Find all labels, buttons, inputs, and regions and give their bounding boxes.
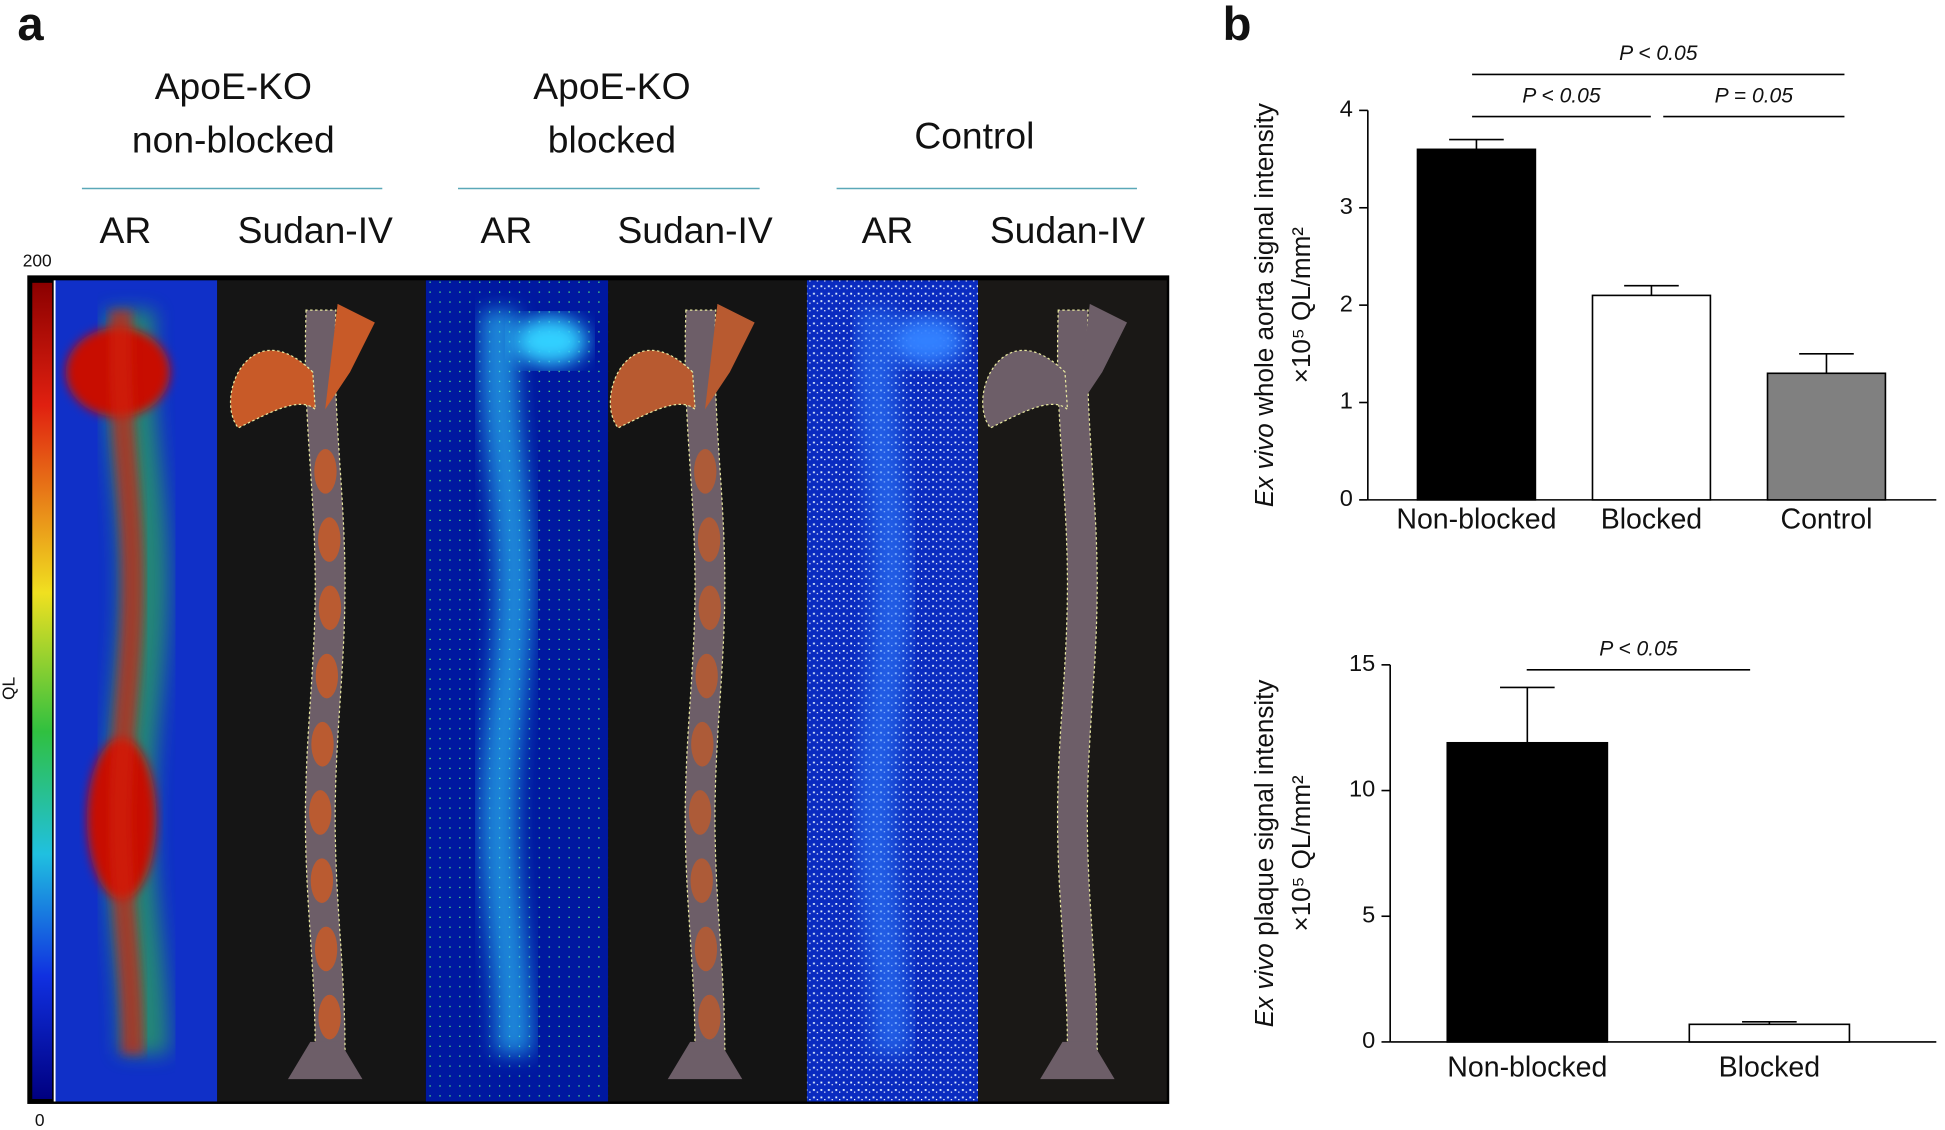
y-axis-label-italic: Ex vivo bbox=[1249, 423, 1279, 507]
x-tick-label: Blocked bbox=[1719, 1052, 1820, 1084]
plaque bbox=[310, 858, 334, 904]
y-tick-label: 0 bbox=[1340, 485, 1353, 511]
plaque bbox=[695, 653, 718, 699]
bar bbox=[1688, 1023, 1851, 1043]
colorbar-min: 0 bbox=[35, 1110, 45, 1130]
column-label: AR bbox=[481, 209, 533, 251]
y-tick-label: 3 bbox=[1340, 193, 1353, 219]
aorta-foot bbox=[287, 1041, 363, 1080]
y-axis-label-italic: Ex vivo bbox=[1249, 943, 1279, 1027]
column-label: Sudan-IV bbox=[238, 209, 393, 251]
y-axis-unit: ×10⁵ QL/mm² bbox=[1286, 775, 1316, 932]
bar bbox=[1416, 148, 1537, 501]
panel-label: a bbox=[17, 0, 44, 50]
y-axis-unit: ×10⁵ QL/mm² bbox=[1286, 227, 1316, 384]
plaque bbox=[314, 449, 337, 494]
plaque bbox=[318, 585, 342, 631]
colorbar-max: 200 bbox=[23, 250, 52, 270]
y-tick-label: 15 bbox=[1349, 650, 1375, 676]
plaque bbox=[318, 517, 341, 562]
signal-core bbox=[109, 310, 144, 1055]
aorta-branch bbox=[325, 303, 375, 410]
y-tick-label: 2 bbox=[1340, 290, 1353, 316]
x-tick-label: Control bbox=[1780, 504, 1872, 536]
column-label: AR bbox=[862, 209, 914, 251]
group-title: ApoE-KO bbox=[533, 65, 690, 107]
plaque bbox=[698, 994, 721, 1040]
significance-label: P < 0.05 bbox=[1522, 84, 1601, 107]
signal-glow bbox=[480, 310, 533, 1055]
column-label: Sudan-IV bbox=[990, 209, 1145, 251]
plaque bbox=[690, 858, 713, 904]
y-tick-label: 1 bbox=[1340, 388, 1353, 414]
colorbar bbox=[32, 282, 53, 1099]
plaque bbox=[697, 517, 721, 562]
group-title: Control bbox=[914, 115, 1034, 157]
significance-label: P < 0.05 bbox=[1619, 42, 1698, 65]
aorta-arch bbox=[609, 349, 696, 429]
y-tick-label: 5 bbox=[1362, 901, 1375, 927]
bar bbox=[1446, 741, 1609, 1043]
group-title: ApoE-KO bbox=[155, 65, 312, 107]
y-tick-label: 10 bbox=[1349, 776, 1375, 802]
plaque bbox=[694, 926, 718, 972]
bar bbox=[1591, 294, 1712, 501]
plaque bbox=[318, 994, 341, 1040]
bar bbox=[1766, 372, 1887, 501]
aorta-arch bbox=[982, 349, 1069, 429]
plaque bbox=[688, 790, 712, 835]
y-axis-label-text: plaque signal intensity bbox=[1249, 680, 1279, 936]
plaque bbox=[698, 585, 721, 631]
aorta-branch bbox=[705, 303, 755, 410]
y-axis-label-text: whole aorta signal intensity bbox=[1249, 103, 1279, 417]
group-title: non-blocked bbox=[132, 118, 335, 160]
panel-label: b bbox=[1223, 0, 1252, 50]
signal-hotspot bbox=[889, 316, 965, 366]
group-title: blocked bbox=[548, 118, 676, 160]
colorbar-label: QL bbox=[0, 677, 19, 700]
plaque bbox=[309, 790, 332, 835]
x-tick-label: Blocked bbox=[1601, 504, 1702, 536]
column-label: Sudan-IV bbox=[617, 209, 772, 251]
y-tick-label: 0 bbox=[1362, 1027, 1375, 1053]
significance-label: P < 0.05 bbox=[1599, 638, 1678, 661]
aorta-foot bbox=[667, 1041, 743, 1080]
aorta-branch bbox=[1077, 303, 1128, 410]
aorta-foot bbox=[1040, 1041, 1115, 1080]
signal-hotspot bbox=[512, 316, 588, 366]
y-tick-label: 4 bbox=[1340, 96, 1353, 122]
x-tick-label: Non-blocked bbox=[1447, 1052, 1607, 1084]
y-axis-label: Ex vivo whole aorta signal intensity bbox=[1249, 103, 1279, 507]
signal-glow bbox=[857, 310, 910, 1055]
aorta-arch bbox=[229, 349, 316, 429]
image-panels bbox=[27, 275, 1170, 1104]
plaque bbox=[694, 449, 717, 494]
significance-label: P = 0.05 bbox=[1715, 84, 1794, 107]
y-axis-label: Ex vivo plaque signal intensity bbox=[1249, 680, 1279, 1028]
plaque bbox=[691, 721, 714, 767]
plaque bbox=[315, 653, 339, 699]
plaque bbox=[311, 721, 334, 767]
column-label: AR bbox=[100, 209, 152, 251]
plaque bbox=[314, 926, 338, 972]
x-tick-label: Non-blocked bbox=[1396, 504, 1556, 536]
